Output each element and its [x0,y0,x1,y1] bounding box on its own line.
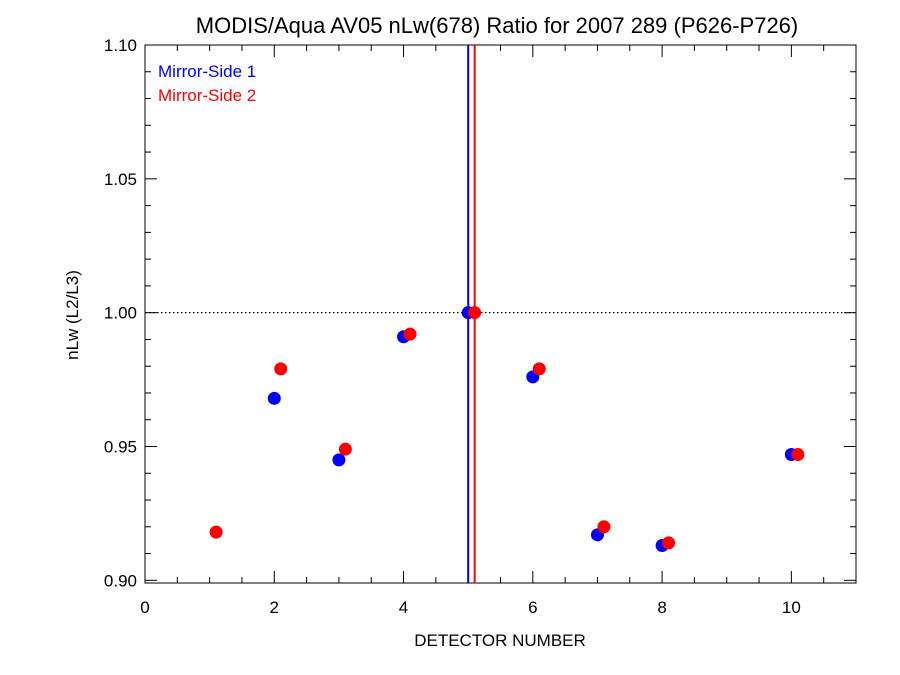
y-tick-label: 1.10 [104,36,137,55]
x-tick-label: 6 [528,598,537,617]
y-tick-label: 1.05 [104,170,137,189]
legend-entry-mirror-side-1: Mirror-Side 1 [158,62,256,81]
data-point-series-2 [468,306,482,320]
y-tick-label: 1.00 [104,304,137,323]
x-axis-label: DETECTOR NUMBER [414,631,586,650]
y-tick-label: 0.95 [104,437,137,456]
legend-entry-mirror-side-2: Mirror-Side 2 [158,86,256,105]
x-tick-label: 4 [399,598,408,617]
data-point-series-2 [403,327,417,341]
data-point-series-2 [597,520,611,534]
y-tick-label: 0.90 [104,571,137,590]
x-tick-label: 0 [140,598,149,617]
data-point-series-2 [532,362,546,376]
x-tick-label: 10 [782,598,801,617]
data-point-series-1 [332,453,346,467]
data-point-series-1 [267,391,281,405]
data-point-series-2 [662,536,676,550]
x-tick-label: 2 [270,598,279,617]
data-point-series-2 [274,362,288,376]
plot-frame [144,44,857,584]
data-point-series-2 [209,525,223,539]
chart-title: MODIS/Aqua AV05 nLw(678) Ratio for 2007 … [196,13,799,38]
x-tick-label: 8 [657,598,666,617]
data-point-series-2 [791,448,805,462]
data-point-series-2 [338,442,352,456]
y-axis-label: nLw (L2/L3) [63,270,82,360]
